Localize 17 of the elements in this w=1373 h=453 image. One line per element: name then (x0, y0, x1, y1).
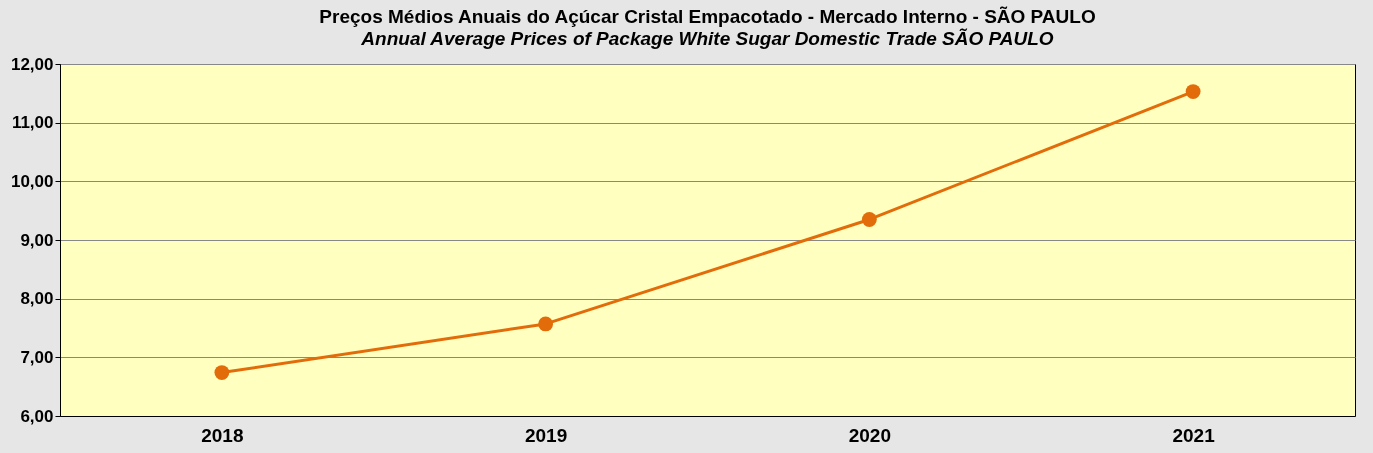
point (1185, 84, 1201, 99)
y-tick-label: 10,00 (10, 171, 54, 191)
point (538, 316, 554, 332)
x-tick-label: 2018 (201, 424, 244, 446)
y-tick-label: 8,00 (20, 289, 54, 309)
chart-title: Preços Médios Anuais do Açúcar Cristal Empacotado - Mercado Interno - SÃO PAULO (319, 6, 1096, 27)
y-tick-label: 11,00 (11, 113, 54, 133)
chart-subtitle: Annual Average Prices of Package White Sugar Domestic Trade SÃO PAULO (360, 28, 1054, 49)
y-tick-label: 7,00 (20, 347, 54, 367)
y-tick-label: 9,00 (20, 230, 54, 250)
x-tick-label: 2021 (1172, 424, 1216, 446)
x-tick-label: 2019 (524, 424, 568, 446)
point (214, 365, 230, 380)
point (861, 212, 877, 227)
x-tick-label: 2020 (848, 424, 892, 446)
y-tick-label: 6,00 (20, 406, 54, 426)
y-tick-label: 12,00 (10, 54, 54, 74)
